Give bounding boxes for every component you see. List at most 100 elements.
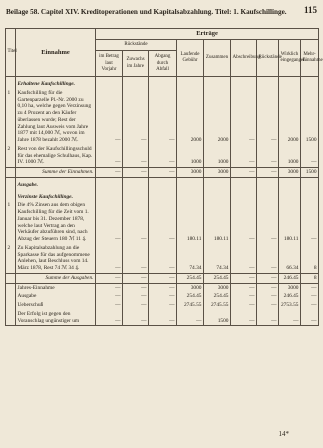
amount: 254.45 xyxy=(176,292,204,302)
amount: — xyxy=(176,309,204,327)
amount: — xyxy=(299,301,320,310)
amount: — xyxy=(148,272,177,284)
sum-label: Summe der Ausgaben. xyxy=(15,272,96,284)
empty-cell xyxy=(256,177,279,190)
row-number-cell xyxy=(5,272,16,284)
row-text: Der Erfolg ist gegen den Voranschlag ung… xyxy=(15,309,96,327)
amount: 180.11 xyxy=(278,201,301,244)
heading-row: Erhaltene Kaufschillinge. xyxy=(5,76,320,89)
empty-cell xyxy=(95,76,123,89)
amount: — xyxy=(256,144,279,168)
amount: — xyxy=(122,201,149,244)
empty-cell xyxy=(299,189,320,202)
table-row: 1 Kaufschilling für die Gartenparzelle Pl… xyxy=(5,88,320,145)
amount: — xyxy=(148,283,177,293)
amount: 8 xyxy=(299,243,320,274)
row-text: Kaufschilling für die Gartenparzelle Pl.… xyxy=(15,88,96,145)
amount: — xyxy=(122,292,149,302)
empty-cell xyxy=(278,189,301,202)
amount: 66.34 xyxy=(278,243,301,274)
amount: — xyxy=(299,292,320,302)
amount: — xyxy=(256,201,279,244)
amount: — xyxy=(230,88,257,145)
amount: — xyxy=(95,301,123,310)
amount: — xyxy=(230,144,257,168)
heading-row: Ausgabe. xyxy=(5,177,320,190)
empty-cell xyxy=(203,189,231,202)
amount: 3000 xyxy=(278,283,301,293)
amount: — xyxy=(230,301,257,310)
sum-row: Summe der Einnahmen. — — —3000 3000— —3000 150… xyxy=(5,167,320,178)
sum-label: Summe der Einnahmen. xyxy=(15,167,96,178)
amount: — xyxy=(148,201,177,244)
heading-row: Verzinste Kaufschillinge. xyxy=(5,189,320,202)
amount: — xyxy=(299,201,320,244)
row-number: 2 xyxy=(5,144,16,168)
amount: — xyxy=(230,309,257,327)
amount: — xyxy=(230,167,257,178)
empty-cell xyxy=(230,76,257,89)
page-footer: 14* xyxy=(278,430,290,438)
row-text: Zu Kapitalsabzahlung an die Sparkasse fü… xyxy=(15,243,96,274)
table-row: 2 Rest von der Kaufschillingsschuld für d… xyxy=(5,144,320,168)
row-number-cell xyxy=(5,76,16,89)
row-number-cell xyxy=(5,177,16,190)
amount: — xyxy=(122,243,149,274)
page-number: 115 xyxy=(303,5,317,15)
empty-cell xyxy=(122,177,149,190)
column-header: Titel xyxy=(5,27,17,78)
empty-cell xyxy=(148,177,177,190)
amount: 8 xyxy=(299,272,320,284)
ledger-table: Titel Einnahme Erträge Rückstände Laufen… xyxy=(5,27,323,327)
amount: — xyxy=(122,167,149,178)
amount: — xyxy=(230,292,257,302)
empty-cell xyxy=(176,189,204,202)
empty-cell xyxy=(230,189,257,202)
amount: 1000 xyxy=(278,144,301,168)
amount: — xyxy=(148,292,177,302)
amount: — xyxy=(278,309,301,327)
amount: — xyxy=(256,167,279,178)
row-text: Die 4% Zinsen aus dem obigen Kaufschilli… xyxy=(15,201,96,244)
section-heading: Erhaltene Kaufschillinge. xyxy=(15,76,96,89)
row-number-cell xyxy=(5,292,16,302)
amount: — xyxy=(95,144,123,168)
empty-cell xyxy=(299,76,320,89)
amount: 2000 xyxy=(203,88,231,145)
table-body: Erhaltene Kaufschillinge. 1 Kaufschilling … xyxy=(5,76,320,327)
row-number-cell xyxy=(5,283,16,293)
amount: — xyxy=(230,243,257,274)
column-header: Abgang durch Abfall xyxy=(148,50,177,78)
empty-cell xyxy=(122,76,149,89)
amount: — xyxy=(256,88,279,145)
amount: 3000 xyxy=(176,283,204,293)
column-header: Laufende Gebühr xyxy=(176,39,204,78)
empty-cell xyxy=(278,76,301,89)
amount: 2000 xyxy=(278,88,301,145)
amount: — xyxy=(256,292,279,302)
empty-cell xyxy=(256,189,279,202)
amount: — xyxy=(299,144,320,168)
amount: 1500 xyxy=(299,88,320,145)
amount: 246.45 xyxy=(278,292,301,302)
empty-cell xyxy=(299,177,320,190)
row-text: Rest von der Kaufschillingsschuld für da… xyxy=(15,144,96,168)
row-number-cell xyxy=(5,189,16,202)
empty-cell xyxy=(203,177,231,190)
column-header: Wirklich eingegangen xyxy=(278,39,306,78)
amount: 1000 xyxy=(203,144,231,168)
amount: — xyxy=(148,243,177,274)
table-row: Der Erfolg ist gegen den Voranschlag ung… xyxy=(5,309,320,327)
row-number: 1 xyxy=(5,88,16,145)
page-header: Beilage 58. Capitel XIV. Kreditoperation… xyxy=(6,5,317,24)
column-header: Abschreibung xyxy=(230,39,261,78)
sum-row: Summe der Ausgaben. — — —254.45 254.45— —246.… xyxy=(5,272,320,284)
table-head: Titel Einnahme Erträge Rückstände Laufen… xyxy=(5,27,323,78)
empty-cell xyxy=(122,189,149,202)
column-header: Mehr-Einnahme xyxy=(299,39,323,78)
row-number: 1 xyxy=(5,201,16,244)
amount: — xyxy=(95,272,123,284)
amount: — xyxy=(256,283,279,293)
amount: — xyxy=(230,201,257,244)
table-row: 2 Zu Kapitalsabzahlung an die Sparkasse f… xyxy=(5,243,320,274)
